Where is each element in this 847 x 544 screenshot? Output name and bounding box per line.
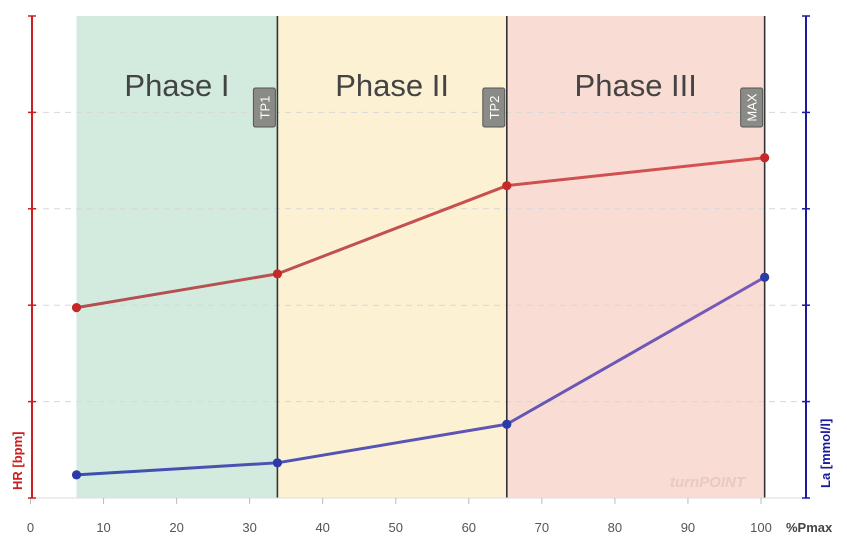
phase-label-3: Phase III <box>575 68 697 103</box>
x-axis-ticks: 0 10 20 30 40 50 60 70 80 90 100 <box>27 498 772 535</box>
y-axis-ticks <box>28 15 810 499</box>
x-tick-label-40: 40 <box>315 520 329 535</box>
series-1-point-1 <box>71 303 82 313</box>
x-tick-label-0: 0 <box>27 520 34 535</box>
threshold-tag-tp2 <box>482 87 506 128</box>
watermark-logo: turnPOINT <box>670 474 747 491</box>
x-tick-label-10: 10 <box>96 520 110 535</box>
threshold-label-tp1: TP1 <box>257 96 272 120</box>
x-tick-label-30: 30 <box>242 520 256 535</box>
series-line-1 <box>76 156 765 310</box>
phase-band-2 <box>277 16 507 498</box>
right-axis-label: La [mmol/l] <box>818 419 833 488</box>
phase-band-1 <box>76 16 278 498</box>
axes: HR [bpm] La [mmol/l] %Pmax <box>10 16 833 535</box>
x-tick-label-20: 20 <box>169 520 183 535</box>
x-tick-label-80: 80 <box>608 520 622 535</box>
x-tick-label-100: 100 <box>750 520 772 535</box>
gridlines <box>32 111 806 403</box>
x-tick-label-50: 50 <box>389 520 403 535</box>
x-tick-label-70: 70 <box>535 520 549 535</box>
series-1-point-4 <box>760 153 770 163</box>
threshold-label-tp2: TP2 <box>487 96 502 120</box>
phase-bands <box>76 16 765 498</box>
phase-band-3 <box>506 16 765 498</box>
left-axis-label: HR [bpm] <box>10 432 25 491</box>
threshold-tag-tp1 <box>252 87 276 128</box>
series-2-point-3 <box>502 419 512 429</box>
series-1-point-2 <box>272 269 283 279</box>
series-2-point-2 <box>272 458 283 468</box>
series-1-point-3 <box>502 181 512 191</box>
threshold-label-max: MAX <box>745 93 760 122</box>
phase-label-2: Phase II <box>335 68 449 103</box>
x-tick-label-90: 90 <box>681 520 695 535</box>
x-tick-label-60: 60 <box>462 520 476 535</box>
threshold-markers: TP1 TP2 MAX <box>252 16 766 498</box>
phase-labels: Phase I Phase II Phase III <box>124 68 696 103</box>
series-2-point-1 <box>71 470 82 480</box>
phase-label-1: Phase I <box>124 68 229 103</box>
x-axis-unit-label: %Pmax <box>786 520 833 535</box>
threshold-tag-max <box>740 87 764 128</box>
series-group <box>71 153 770 480</box>
series-line-2 <box>76 275 766 477</box>
series-2-point-4 <box>760 272 770 282</box>
